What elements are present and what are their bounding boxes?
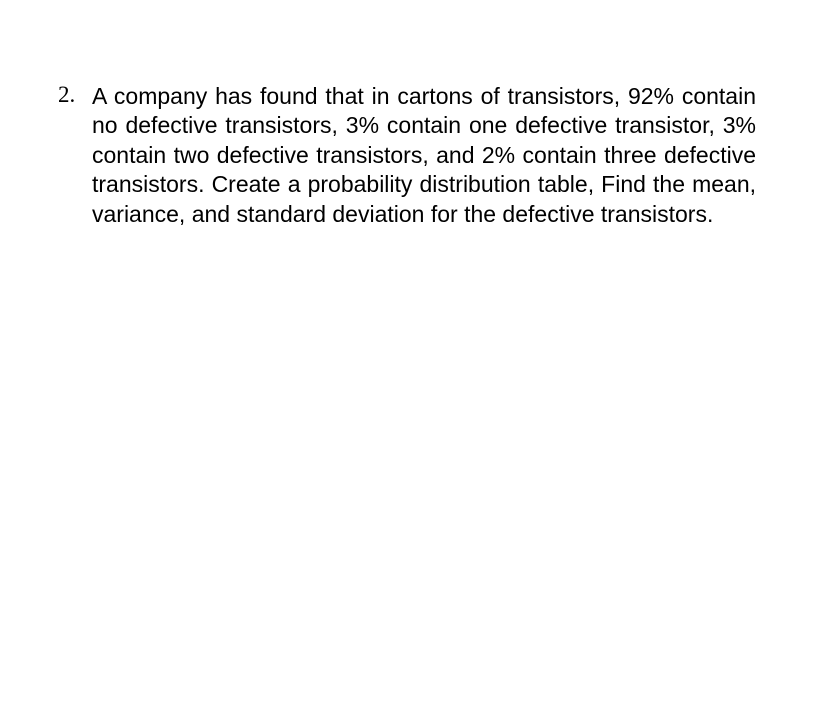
- question-container: 2. A company has found that in cartons o…: [58, 82, 756, 229]
- question-number: 2.: [58, 82, 82, 108]
- question-text: A company has found that in cartons of t…: [92, 82, 756, 229]
